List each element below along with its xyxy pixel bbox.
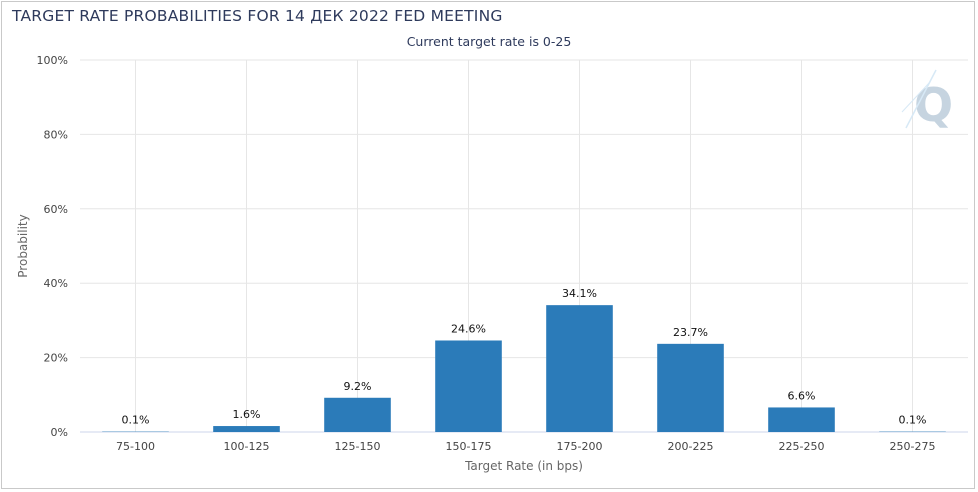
x-tick-label: 125-150 (335, 440, 381, 453)
data-label: 24.6% (451, 322, 486, 335)
watermark-logo: Q (901, 69, 953, 132)
y-tick-label: 100% (37, 54, 68, 67)
bar-100-125[interactable] (213, 426, 280, 432)
y-tick-labels: 0% 20% 40% 60% 80% 100% (37, 54, 68, 439)
bar-175-200[interactable] (546, 305, 613, 432)
x-tick-label: 200-225 (668, 440, 714, 453)
logo-q-icon: Q (914, 78, 953, 132)
y-tick-label: 40% (44, 277, 68, 290)
data-labels: 0.1% 1.6% 9.2% 24.6% 34.1% 23.7% 6.6% 0.1% (122, 287, 927, 426)
y-tick-label: 20% (44, 352, 68, 365)
x-tick-label: 150-175 (446, 440, 492, 453)
bar-125-150[interactable] (324, 397, 391, 432)
data-label: 0.1% (899, 414, 927, 427)
bar-200-225[interactable] (657, 343, 724, 432)
x-tick-label: 100-125 (224, 440, 270, 453)
data-label: 6.6% (788, 389, 816, 402)
y-tick-label: 0% (51, 426, 68, 439)
y-tick-label: 80% (44, 128, 68, 141)
x-axis-label: Target Rate (in bps) (464, 459, 583, 473)
x-tick-labels: 75-100 100-125 125-150 150-175 175-200 200-22… (116, 440, 935, 453)
chart-subtitle: Current target rate is 0-25 (406, 34, 572, 49)
bar-225-250[interactable] (768, 407, 835, 432)
data-label: 23.7% (673, 326, 708, 339)
bar-150-175[interactable] (435, 340, 502, 432)
grid-layer (80, 59, 968, 433)
data-label: 9.2% (344, 380, 372, 393)
x-tick-label: 250-275 (890, 440, 936, 453)
data-label: 34.1% (562, 287, 597, 300)
y-tick-label: 60% (44, 203, 68, 216)
data-label: 1.6% (233, 408, 261, 421)
data-label: 0.1% (122, 414, 150, 427)
y-axis-label: Probability (16, 214, 30, 277)
x-tick-label: 225-250 (779, 440, 825, 453)
x-tick-label: 175-200 (557, 440, 603, 453)
bars (102, 305, 946, 432)
chart-title: TARGET RATE PROBABILITIES FOR 14 ДЕК 202… (12, 7, 503, 25)
x-tick-label: 75-100 (116, 440, 155, 453)
